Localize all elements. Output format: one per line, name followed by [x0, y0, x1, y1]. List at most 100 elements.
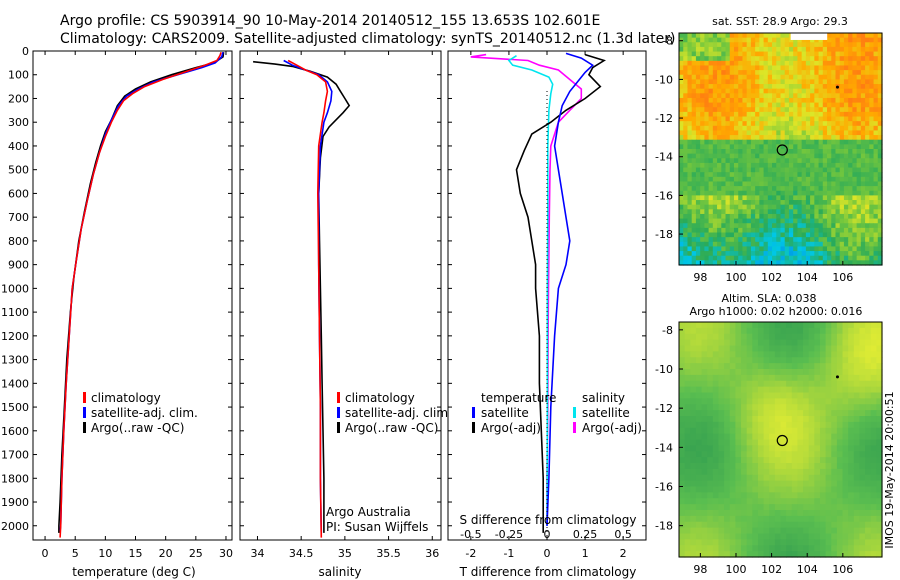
map-cell	[708, 56, 714, 62]
map-cell	[717, 241, 722, 248]
map-cell	[831, 392, 838, 399]
map-cell	[695, 322, 703, 329]
map-cell	[876, 457, 883, 464]
map-cell	[679, 327, 686, 335]
map-cell	[865, 439, 872, 446]
map-cell	[741, 339, 748, 347]
map-cell	[687, 70, 693, 76]
map-cell	[741, 468, 748, 476]
map-cell	[865, 33, 870, 39]
map-cell	[729, 451, 736, 458]
map-cell	[819, 363, 827, 370]
map-cell	[755, 246, 760, 252]
map-cell	[780, 84, 786, 90]
map-cell	[797, 167, 803, 173]
map-cell	[819, 339, 827, 347]
map-cell	[825, 427, 832, 435]
map-cell	[848, 93, 853, 99]
map-cell	[684, 369, 691, 376]
map-cell	[819, 392, 827, 399]
map-cell	[759, 37, 765, 43]
map-cell	[742, 209, 748, 215]
map-cell	[870, 457, 877, 464]
map-cell	[733, 167, 739, 173]
sst-map-panel: sat. SST: 28.9 Argo: 29.3 98 100 102 104 106…	[655, 15, 883, 284]
map-cell	[752, 357, 759, 364]
temperature-legend: climatology satellite-adj. clim. Argo(..…	[83, 391, 198, 435]
map-cell	[839, 60, 845, 67]
map-cell	[793, 186, 799, 192]
map-cell	[791, 357, 799, 364]
map-cell	[717, 37, 722, 43]
map-cell	[772, 135, 777, 141]
map-cell	[717, 70, 722, 76]
map-cell	[784, 65, 790, 71]
map-cell	[797, 539, 804, 546]
map-cell	[695, 260, 701, 266]
map-cell	[721, 74, 727, 80]
map-cell	[708, 190, 714, 196]
map-cell	[797, 209, 803, 215]
map-cell	[752, 386, 759, 394]
map-cell	[755, 46, 760, 53]
map-cell	[848, 149, 853, 155]
map-cell	[814, 46, 820, 53]
map-cell	[810, 213, 815, 220]
map-cell	[788, 125, 794, 132]
map-cell	[691, 213, 697, 220]
map-cell	[827, 255, 832, 261]
map-cell	[679, 246, 684, 252]
map-cell	[684, 515, 691, 523]
map-cell	[767, 135, 773, 141]
map-cell	[853, 480, 861, 488]
map-cell	[746, 51, 752, 57]
map-cell	[791, 515, 799, 523]
map-cell	[708, 167, 714, 173]
map-cell	[763, 369, 770, 376]
map-cell	[742, 227, 748, 234]
map-cell	[848, 463, 855, 470]
map-cell	[848, 369, 855, 376]
map-cell	[769, 433, 776, 441]
map-cell	[707, 374, 714, 382]
map-cell	[695, 398, 703, 405]
map-cell	[870, 369, 877, 376]
map-cell	[818, 186, 824, 192]
map-cell	[859, 527, 866, 535]
map-cell	[856, 232, 862, 238]
map-cell	[690, 480, 697, 488]
map-cell	[695, 533, 703, 540]
map-cell	[690, 468, 697, 476]
map-cell	[814, 545, 821, 552]
map-cell	[763, 410, 770, 417]
map-cell	[860, 241, 866, 248]
map-cell	[793, 70, 799, 76]
map-cell	[695, 251, 701, 257]
map-cell	[741, 404, 748, 411]
map-cell	[763, 322, 770, 329]
map-cell	[757, 433, 765, 441]
map-cell	[746, 457, 753, 464]
map-cell	[772, 107, 777, 113]
map-cell	[797, 392, 804, 399]
map-cell	[831, 551, 838, 558]
map-cell	[831, 521, 838, 529]
map-cell	[752, 457, 759, 464]
map-cell	[780, 186, 786, 192]
map-cell	[814, 102, 820, 108]
map-cell	[738, 190, 744, 196]
map-cell	[752, 551, 759, 558]
map-cell	[679, 251, 684, 257]
y-tick-label: -8	[662, 324, 673, 337]
map-cell	[717, 176, 722, 183]
map-cell	[860, 33, 866, 39]
map-cell	[803, 498, 810, 505]
map-cell	[801, 195, 807, 201]
map-cell	[860, 190, 866, 196]
map-cell	[825, 351, 832, 358]
map-cell	[687, 135, 693, 141]
legend-swatch-s-satellite	[573, 407, 576, 418]
map-cell	[742, 107, 748, 113]
map-cell	[842, 322, 849, 329]
map-cell	[810, 130, 815, 136]
